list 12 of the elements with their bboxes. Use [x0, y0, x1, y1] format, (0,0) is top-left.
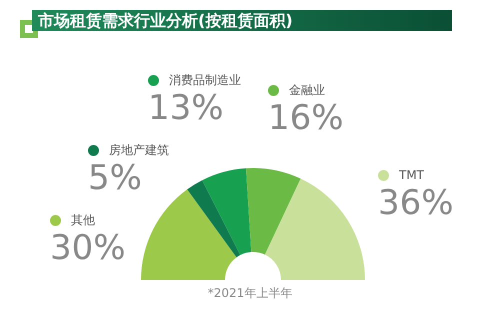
legend-label: 消费品制造业	[168, 72, 241, 88]
legend-label: TMT	[398, 167, 426, 183]
data-label: 16%	[268, 98, 344, 138]
data-label: 36%	[378, 183, 454, 223]
legend-label: 房地产建筑	[108, 142, 169, 158]
chart-title: 市场租赁需求行业分析(按租赁面积)	[32, 10, 452, 31]
data-label: 13%	[148, 88, 225, 128]
data-label: 5%	[88, 158, 143, 198]
text: *2021年上半年	[206, 285, 294, 302]
legend-label: 金融业	[288, 82, 326, 98]
data-label: 30%	[50, 228, 126, 268]
legend-label: 其他	[70, 212, 96, 228]
